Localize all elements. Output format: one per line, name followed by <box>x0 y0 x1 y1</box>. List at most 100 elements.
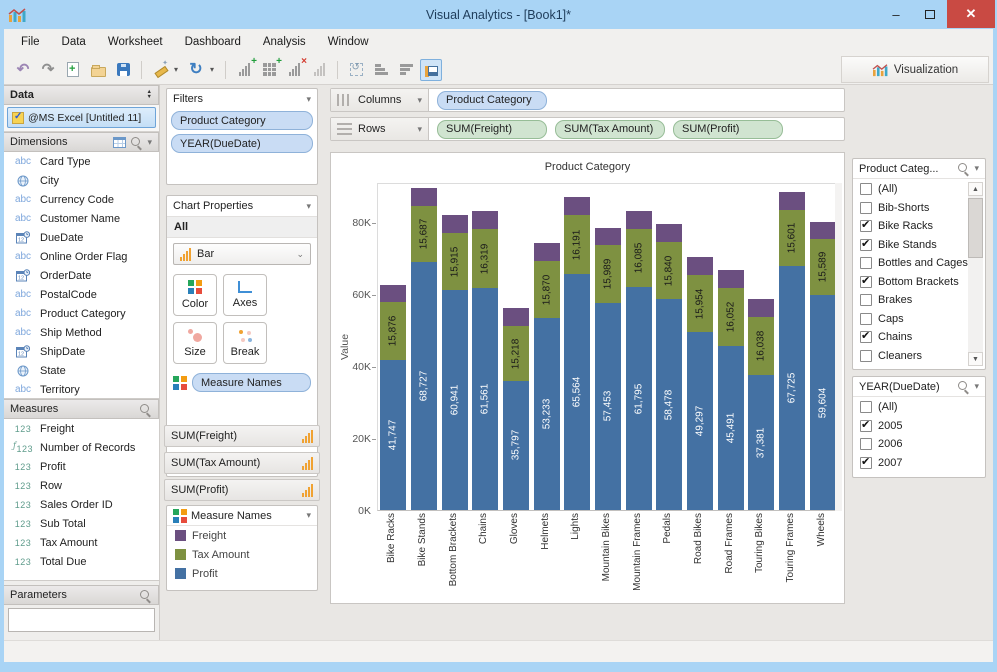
filter-item[interactable]: (All) <box>853 398 985 417</box>
checkbox[interactable] <box>860 237 872 251</box>
new-workbook-button[interactable] <box>62 59 84 81</box>
columns-shelf-pill[interactable]: Product Category <box>437 90 547 110</box>
bar-segment-profit[interactable]: 60,941 <box>441 290 468 510</box>
bar-segment-profit[interactable]: 61,795 <box>625 287 652 510</box>
delete-worksheet-button[interactable]: × <box>283 56 307 81</box>
chevron-down-icon[interactable]: ▾ <box>147 136 152 147</box>
measure-names-pill[interactable]: Measure Names <box>192 373 311 392</box>
filter-scrollbar[interactable]: ▲ ▼ <box>968 182 983 366</box>
sort-ascending-button[interactable] <box>370 59 392 81</box>
bar-segment-freight[interactable] <box>564 197 591 216</box>
duplicate-worksheet-button[interactable] <box>308 59 330 81</box>
bar-segment-tax-amount[interactable]: 15,840 <box>656 242 683 300</box>
scroll-up-icon[interactable]: ▲ <box>968 182 983 196</box>
rows-shelf-head[interactable]: Rows ▾ <box>331 118 429 140</box>
view-data-table-icon[interactable] <box>113 136 127 148</box>
search-icon[interactable] <box>139 589 152 602</box>
dimension-item[interactable]: abc Customer Name <box>4 209 159 228</box>
legend-entry[interactable]: Freight <box>167 526 317 545</box>
bar-segment-freight[interactable] <box>441 215 468 233</box>
bar-segment-tax-amount[interactable]: 15,870 <box>533 260 560 319</box>
bar-segment-freight[interactable] <box>411 188 437 206</box>
bar-segment-profit[interactable]: 57,453 <box>595 302 621 510</box>
rows-shelf-pill[interactable]: SUM(Tax Amount) <box>555 119 665 139</box>
chevron-down-icon[interactable]: ▾ <box>306 200 311 211</box>
data-wizard-button[interactable] <box>149 59 171 81</box>
bar-segment-profit[interactable]: 35,797 <box>503 380 529 510</box>
filter-item[interactable]: Brakes <box>853 291 985 310</box>
open-button[interactable] <box>87 59 109 81</box>
chevron-down-icon[interactable]: ▾ <box>417 94 422 105</box>
checkbox[interactable] <box>860 201 872 214</box>
filter-item[interactable]: Bike Racks <box>853 217 985 236</box>
dimension-item[interactable]: abc Ship Method <box>4 323 159 342</box>
bar-segment-freight[interactable] <box>748 299 775 318</box>
checkbox[interactable] <box>860 418 872 432</box>
checkbox[interactable] <box>860 218 872 233</box>
dimension-item[interactable]: abc Product Category <box>4 304 159 323</box>
menu-worksheet[interactable]: Worksheet <box>107 36 163 48</box>
bar-segment-tax-amount[interactable]: 15,954 <box>687 274 713 333</box>
maximize-button[interactable] <box>913 0 947 28</box>
dimension-item[interactable]: abc Card Type <box>4 152 159 171</box>
chevron-down-icon[interactable]: ▾ <box>417 123 422 134</box>
measure-item[interactable]: 123 Freight <box>4 419 159 438</box>
dimension-item[interactable]: 12 DueDate <box>4 228 159 247</box>
sort-updown-icon[interactable]: ▲ ▼ <box>146 88 152 100</box>
chart-scroll-strip[interactable] <box>835 183 842 511</box>
measure-shelf-row[interactable]: SUM(Freight) <box>164 425 320 447</box>
sort-descending-button[interactable] <box>395 59 417 81</box>
bar-segment-profit[interactable]: 61,561 <box>472 288 499 510</box>
bar-segment-freight[interactable] <box>809 221 836 239</box>
measure-item[interactable]: 123 Total Due <box>4 552 159 571</box>
data-connection-item[interactable]: @MS Excel [Untitled 11] <box>7 107 156 128</box>
checkbox[interactable] <box>860 329 872 344</box>
checkbox[interactable] <box>860 455 872 469</box>
bar-segment-tax-amount[interactable]: 16,038 <box>748 317 775 376</box>
bar-segment-freight[interactable] <box>687 257 713 275</box>
bar-segment-freight[interactable] <box>625 211 652 230</box>
filter-item[interactable]: 2006 <box>853 435 985 454</box>
bar-segment-tax-amount[interactable]: 16,319 <box>472 229 499 289</box>
columns-shelf-head[interactable]: Columns ▾ <box>331 89 429 111</box>
dimension-item[interactable]: State <box>4 361 159 380</box>
bar-segment-freight[interactable] <box>472 210 499 230</box>
menu-file[interactable]: File <box>21 36 40 48</box>
dimension-item[interactable]: 12 OrderDate <box>4 266 159 285</box>
bar-segment-profit[interactable]: 45,491 <box>717 346 744 510</box>
measure-shelf-row[interactable]: SUM(Profit) <box>164 479 320 501</box>
chevron-down-icon[interactable]: ▾ <box>974 163 979 173</box>
add-dashboard-button[interactable]: + <box>258 56 282 81</box>
bar-segment-profit[interactable]: 67,725 <box>779 265 805 510</box>
refresh-button[interactable]: ↻ <box>189 60 203 78</box>
checkbox[interactable] <box>860 312 872 325</box>
axes-button[interactable]: Axes <box>223 274 267 316</box>
filter-item[interactable]: Bottom Brackets <box>853 273 985 292</box>
measure-item[interactable]: ƒ123 Number of Records <box>4 438 159 457</box>
add-worksheet-button[interactable]: + <box>233 56 257 81</box>
redo-button[interactable]: ↷ <box>41 61 55 78</box>
dimension-item[interactable]: City <box>4 171 159 190</box>
filter-pill[interactable]: YEAR(DueDate) <box>171 134 313 153</box>
refresh-dropdown[interactable]: ▾ <box>210 65 215 74</box>
bar-segment-freight[interactable] <box>503 308 529 327</box>
show-labels-button[interactable] <box>420 58 442 81</box>
color-button[interactable]: Color <box>173 274 217 316</box>
bar-segment-tax-amount[interactable]: 15,687 <box>411 205 437 263</box>
scroll-down-icon[interactable]: ▼ <box>968 352 983 366</box>
checkbox[interactable] <box>860 401 872 414</box>
filter-item[interactable]: Cleaners <box>853 347 985 366</box>
bar-segment-profit[interactable]: 41,747 <box>380 359 407 510</box>
bar-segment-freight[interactable] <box>380 284 407 303</box>
filter-item[interactable]: Bike Stands <box>853 236 985 255</box>
checkbox[interactable] <box>860 294 872 307</box>
bar-segment-freight[interactable] <box>595 227 621 246</box>
close-button[interactable]: ✕ <box>947 0 995 28</box>
bar-segment-freight[interactable] <box>779 191 805 210</box>
bar-segment-profit[interactable]: 65,564 <box>564 273 591 510</box>
minimize-button[interactable]: – <box>892 6 900 22</box>
menu-window[interactable]: Window <box>327 36 369 48</box>
bar-segment-profit[interactable]: 58,478 <box>656 299 683 510</box>
bar-segment-freight[interactable] <box>656 224 683 243</box>
checkbox[interactable] <box>860 438 872 451</box>
